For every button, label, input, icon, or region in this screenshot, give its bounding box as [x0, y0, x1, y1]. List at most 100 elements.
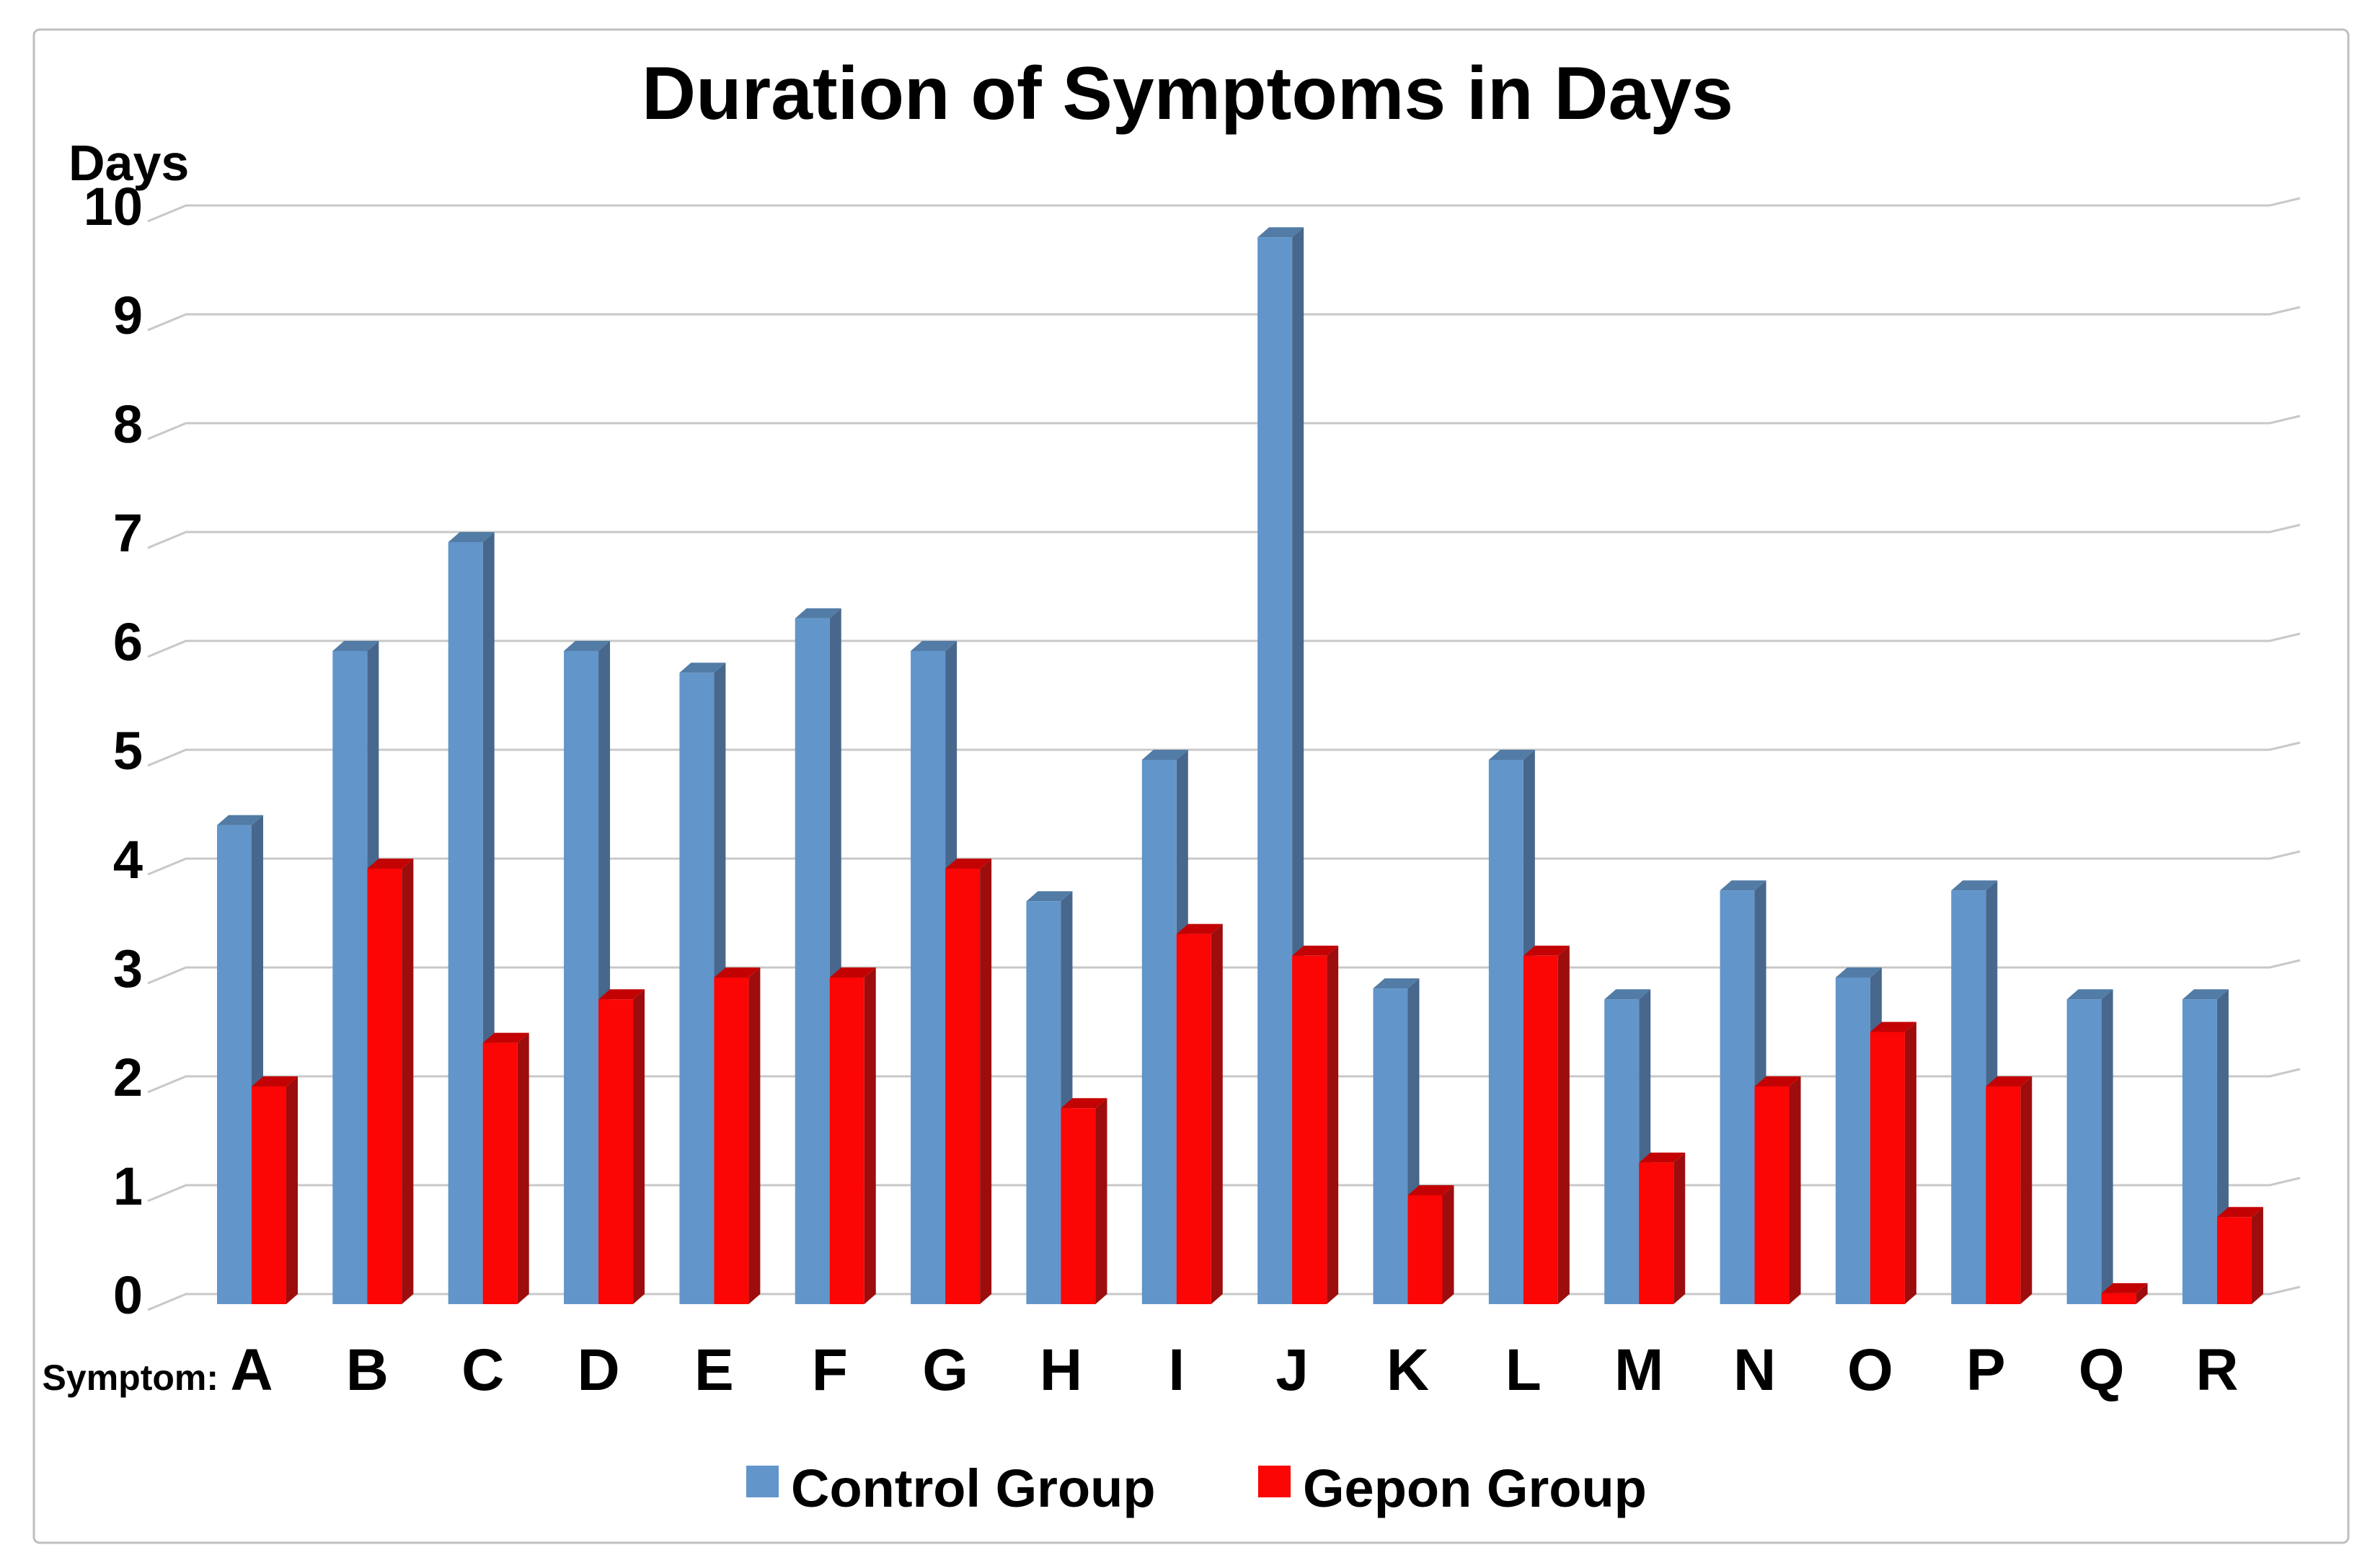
x-category-label-A: A	[230, 1337, 273, 1403]
bar-gepon-E	[714, 967, 761, 1304]
bar-gepon-F-side-face	[864, 967, 876, 1304]
bar-control-F-front-face	[795, 618, 830, 1304]
y-tick-label: 4	[113, 830, 143, 890]
bar-control-F-top-face	[795, 608, 841, 619]
bar-control-C-front-face	[448, 542, 483, 1304]
chart-title: Duration of Symptoms in Days	[642, 52, 1733, 136]
bar-gepon-F-front-face	[829, 978, 864, 1304]
bar-gepon-Q-side-face	[2136, 1283, 2148, 1304]
x-category-label-G: G	[922, 1337, 968, 1403]
gridline	[147, 1285, 2301, 1311]
bar-control-H-top-face	[1026, 891, 1073, 902]
bar-gepon-H	[1061, 1098, 1107, 1304]
bar-gepon-P-side-face	[2020, 1076, 2033, 1304]
x-category-label-Q: Q	[2079, 1337, 2125, 1403]
bar-control-B-front-face	[332, 651, 368, 1304]
bar-gepon-O	[1870, 1022, 1916, 1304]
x-axis-title: Symptom:	[43, 1357, 218, 1398]
bar-control-P-top-face	[1951, 880, 1998, 891]
bar-control-R-front-face	[2182, 999, 2217, 1304]
y-tick-label: 9	[113, 285, 143, 345]
bar-gepon-N-side-face	[1789, 1076, 1801, 1304]
bar-gepon-B-top-face	[367, 859, 414, 869]
bar-control-A-front-face	[217, 825, 252, 1304]
bar-gepon-Q-top-face	[2101, 1283, 2148, 1293]
y-tick-label: 1	[113, 1156, 143, 1216]
bar-control-K	[1373, 978, 1420, 1304]
bar-gepon-Q	[2101, 1283, 2148, 1304]
bar-gepon-O-side-face	[1904, 1022, 1916, 1304]
bar-gepon-R-top-face	[2216, 1207, 2263, 1218]
bar-control-Q-front-face	[2066, 999, 2102, 1304]
bar-gepon-A	[252, 1076, 298, 1304]
bar-gepon-P	[1986, 1076, 2033, 1304]
bar-gepon-D-side-face	[633, 989, 645, 1304]
bar-gepon-I	[1176, 923, 1223, 1304]
bar-gepon-L-front-face	[1523, 955, 1558, 1304]
bar-gepon-E-side-face	[748, 967, 761, 1304]
gridline	[147, 197, 2301, 223]
bar-gepon-H-side-face	[1095, 1098, 1107, 1304]
bar-gepon-P-front-face	[1986, 1086, 2021, 1304]
bar-control-G-front-face	[911, 651, 946, 1304]
bar-control-P-front-face	[1951, 890, 1986, 1304]
bar-gepon-K-top-face	[1407, 1185, 1454, 1195]
bar-control-F	[795, 608, 841, 1304]
bar-gepon-J-side-face	[1327, 945, 1339, 1304]
bar-gepon-R	[2216, 1207, 2263, 1304]
bar-gepon-C-top-face	[482, 1032, 529, 1043]
bar-gepon-M	[1639, 1152, 1686, 1304]
bar-control-J-front-face	[1257, 237, 1293, 1305]
bar-control-A-top-face	[217, 815, 263, 825]
bar-gepon-L	[1523, 945, 1570, 1304]
bar-gepon-J-front-face	[1292, 955, 1327, 1304]
bar-control-Q-side-face	[2101, 989, 2113, 1304]
gridlines-layer	[147, 197, 2301, 1311]
legend-label: Gepon Group	[1303, 1458, 1647, 1518]
bar-gepon-L-top-face	[1523, 945, 1570, 956]
x-category-label-N: N	[1733, 1337, 1776, 1403]
bar-gepon-C	[482, 1032, 529, 1304]
x-category-label-E: E	[694, 1337, 734, 1403]
bar-control-R-top-face	[2182, 989, 2229, 1000]
bar-gepon-A-side-face	[286, 1076, 298, 1304]
gridline	[147, 959, 2301, 985]
bar-gepon-N-top-face	[1754, 1076, 1801, 1086]
bar-control-H-front-face	[1026, 901, 1061, 1304]
y-tick-label: 6	[113, 612, 143, 672]
bar-gepon-K-front-face	[1407, 1195, 1443, 1304]
bar-gepon-C-front-face	[482, 1042, 518, 1304]
bar-gepon-N-front-face	[1754, 1086, 1790, 1304]
bar-gepon-R-front-face	[2216, 1217, 2252, 1304]
gepon-group-legend-swatch	[1258, 1466, 1291, 1497]
bar-control-L-front-face	[1488, 760, 1523, 1304]
y-tick-label: 5	[113, 721, 143, 781]
bar-gepon-F-top-face	[829, 967, 876, 978]
bar-gepon-I-top-face	[1176, 923, 1223, 934]
bar-gepon-H-front-face	[1061, 1108, 1096, 1304]
bar-control-C-top-face	[448, 532, 495, 542]
bar-control-I-top-face	[1141, 750, 1188, 760]
bar-gepon-L-side-face	[1557, 945, 1570, 1304]
bar-gepon-G-front-face	[945, 869, 981, 1304]
bar-gepon-C-side-face	[517, 1032, 529, 1304]
bar-gepon-M-top-face	[1639, 1152, 1686, 1163]
y-axis-title: Days	[68, 135, 189, 191]
bar-gepon-R-side-face	[2251, 1207, 2263, 1304]
bar-gepon-F	[829, 967, 876, 1304]
y-tick-label: 2	[113, 1047, 143, 1107]
chart-frame	[32, 28, 2350, 1544]
x-category-label-L: L	[1505, 1337, 1542, 1403]
bar-gepon-B	[367, 859, 414, 1304]
bar-control-N-front-face	[1720, 890, 1755, 1304]
bar-gepon-P-top-face	[1986, 1076, 2033, 1086]
bar-control-B-top-face	[332, 641, 379, 651]
bars-layer	[217, 227, 2263, 1305]
gridline	[147, 523, 2301, 549]
bar-gepon-A-top-face	[252, 1076, 298, 1086]
x-category-label-B: B	[346, 1337, 389, 1403]
bar-control-I-front-face	[1141, 760, 1177, 1304]
gridline	[147, 632, 2301, 658]
